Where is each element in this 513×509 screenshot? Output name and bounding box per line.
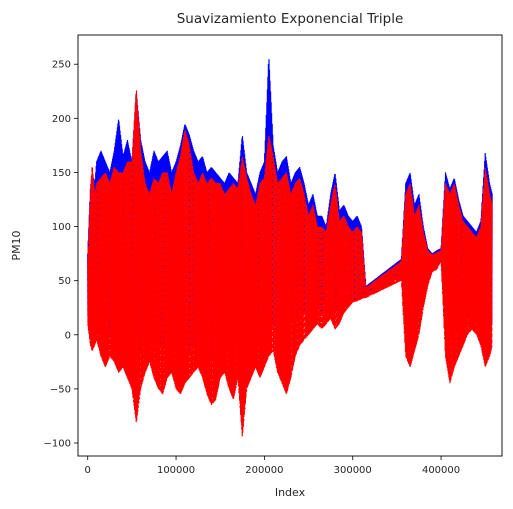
y-tick-label: 100 (52, 222, 71, 233)
y-tick-label: 250 (52, 60, 71, 71)
y-tick-label: −100 (44, 439, 71, 450)
x-axis-label: Index (275, 486, 306, 499)
y-axis: −100 −50 0 50 100 150 200 250 (44, 60, 78, 450)
plot-area (87, 59, 493, 437)
axes-frame (77, 34, 503, 457)
y-tick-label: 0 (65, 330, 71, 341)
x-axis: 0 100000 200000 300000 400000 (85, 456, 460, 476)
y-tick-label: 150 (52, 168, 71, 179)
y-axis-label: PM10 (10, 230, 23, 260)
x-tick-label: 0 (85, 465, 91, 476)
x-tick-label: 400000 (422, 465, 460, 476)
x-tick-label: 100000 (157, 465, 195, 476)
y-tick-label: 200 (52, 114, 71, 125)
x-tick-label: 200000 (245, 465, 283, 476)
chart-title: Suavizamiento Exponencial Triple (177, 11, 404, 27)
y-tick-label: −50 (50, 384, 71, 395)
series-2-line (87, 90, 493, 437)
y-tick-label: 50 (58, 276, 71, 287)
x-tick-label: 300000 (334, 465, 372, 476)
